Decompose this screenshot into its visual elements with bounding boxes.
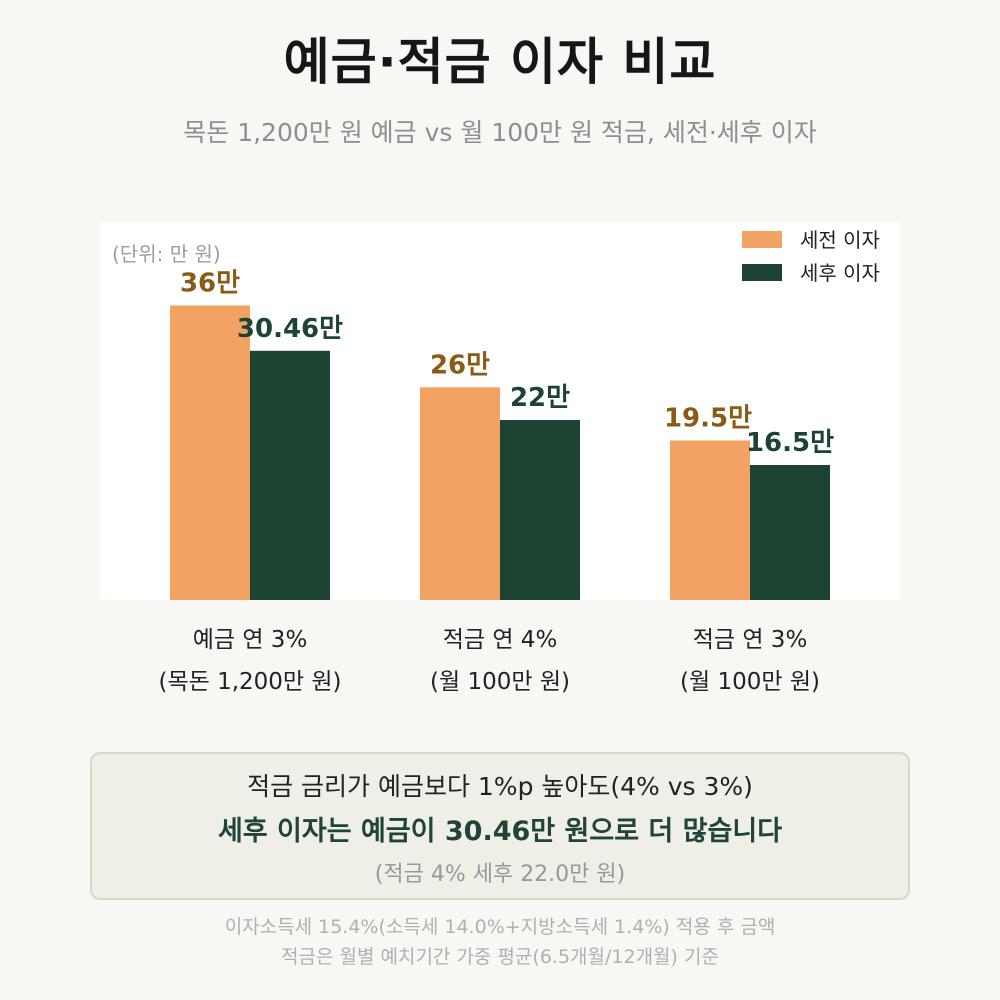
callout-line-3: (적금 4% 세후 22.0만 원): [374, 862, 626, 887]
bar-post-tax-3: [750, 465, 830, 600]
chart-title: 예금·적금 이자 비교: [283, 33, 717, 91]
bar-pre-tax-1: [170, 305, 250, 600]
value-label-pre-tax-2: 26만: [430, 350, 490, 380]
callout-line-1: 적금 금리가 예금보다 1%p 높아도(4% vs 3%): [247, 772, 753, 801]
legend-swatch-post-tax: [742, 264, 782, 281]
category-detail-3: (월 100만 원): [680, 669, 820, 695]
bar-post-tax-2: [500, 420, 580, 600]
bar-pre-tax-3: [670, 440, 750, 600]
value-label-post-tax-1: 30.46만: [237, 314, 343, 344]
value-label-post-tax-3: 16.5만: [746, 428, 834, 458]
bars-group: [170, 305, 830, 600]
category-label-2: 적금 연 4%: [442, 627, 558, 653]
category-label-1: 예금 연 3%: [192, 627, 308, 653]
legend-swatch-pre-tax: [742, 231, 782, 248]
value-label-post-tax-2: 22만: [510, 383, 570, 413]
unit-label: (단위: 만 원): [112, 242, 221, 266]
value-label-pre-tax-1: 36만: [180, 268, 240, 298]
legend: 세전 이자 세후 이자: [742, 228, 880, 285]
bar-chart: (단위: 만 원) 세전 이자 세후 이자 36만 26만 19.5만 30.46만 2…: [100, 222, 900, 600]
legend-label-pre-tax: 세전 이자: [800, 228, 880, 252]
callout-line-2: 세후 이자는 예금이 30.46만 원으로 더 많습니다: [217, 816, 783, 847]
category-detail-2: (월 100만 원): [430, 669, 570, 695]
category-label-3: 적금 연 3%: [692, 627, 808, 653]
footnote-2: 적금은 월별 예치기간 가중 평균(6.5개월/12개월) 기준: [281, 946, 719, 968]
bar-post-tax-1: [250, 350, 330, 600]
legend-label-post-tax: 세후 이자: [800, 261, 880, 285]
chart-subtitle: 목돈 1,200만 원 예금 vs 월 100만 원 적금, 세전·세후 이자: [183, 118, 817, 147]
value-labels-group: 36만 26만 19.5만 30.46만 22만 16.5만: [180, 268, 834, 458]
footnote-1: 이자소득세 15.4%(소득세 14.0%+지방소득세 1.4%) 적용 후 금…: [224, 916, 776, 938]
value-label-pre-tax-3: 19.5만: [664, 403, 752, 433]
summary-callout: 적금 금리가 예금보다 1%p 높아도(4% vs 3%) 세후 이자는 예금이…: [90, 752, 910, 900]
category-detail-1: (목돈 1,200만 원): [158, 669, 342, 695]
bar-pre-tax-2: [420, 387, 500, 600]
